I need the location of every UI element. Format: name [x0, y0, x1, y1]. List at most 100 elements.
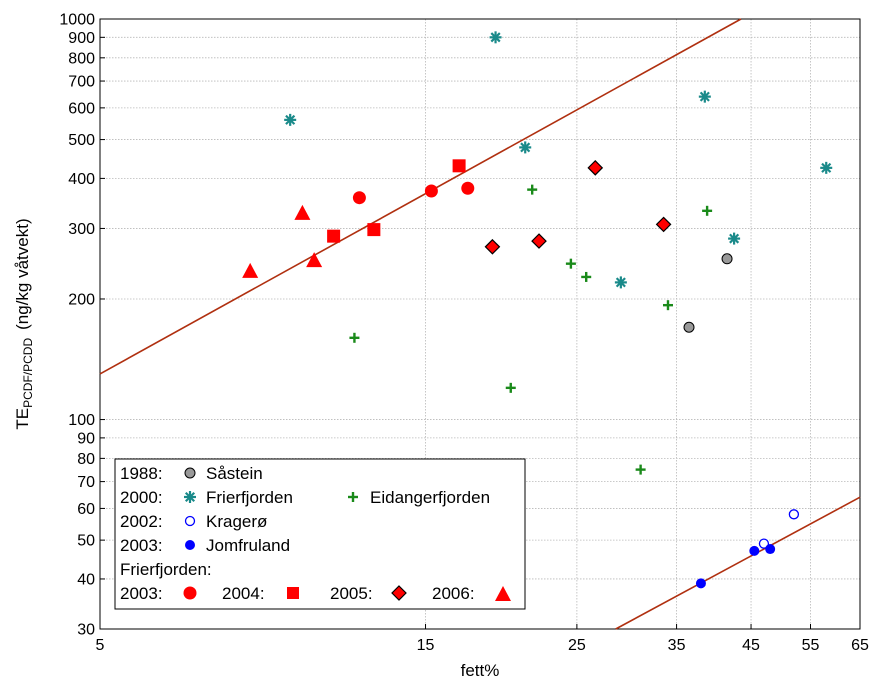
legend-label-eidangerfjorden: Eidangerfjorden — [370, 488, 490, 507]
data-point-frierfjorden2000 — [728, 232, 741, 245]
y-tick-label: 70 — [77, 474, 95, 491]
legend-marker-frierfjorden — [184, 491, 196, 503]
legend-year-2006: 2006: — [432, 584, 475, 603]
y-tick-label: 900 — [68, 30, 95, 47]
x-tick-label: 65 — [851, 637, 869, 654]
legend-year-1988: 1988: — [120, 464, 163, 483]
x-tick-label: 45 — [742, 637, 760, 654]
data-point-eidangerfjorden — [505, 382, 516, 393]
y-tick-label: 700 — [68, 74, 95, 91]
y-tick-label: 100 — [68, 412, 95, 429]
legend-marker-2006 — [495, 586, 511, 601]
data-point-f2004 — [367, 223, 381, 237]
trend-lines — [99, 18, 861, 630]
legend-label-frierfjorden: Frierfjorden — [206, 488, 293, 507]
data-point-frierfjorden2000 — [614, 276, 627, 289]
data-point-saastein — [721, 253, 733, 265]
legend-year-2004: 2004: — [222, 584, 265, 603]
y-tick-label: 600 — [68, 100, 95, 117]
y-tick-label: 1000 — [59, 12, 95, 29]
data-point-frierfjorden2000 — [284, 113, 297, 126]
y-tick-label: 40 — [77, 571, 95, 588]
legend-year-2003: 2003: — [120, 536, 163, 555]
data-point-frierfjorden2000 — [698, 90, 711, 103]
legend-marker-2005 — [391, 585, 407, 601]
data-point-f2006 — [242, 262, 259, 278]
data-point-f2006 — [294, 204, 311, 220]
legend-label-jomfruland: Jomfruland — [206, 536, 290, 555]
y-axis-label-unit: (ng/kg våtvekt) — [13, 218, 32, 330]
y-tick-label: 30 — [77, 622, 95, 639]
legend-marker-2004 — [287, 587, 299, 599]
legend-plus — [348, 492, 358, 502]
data-point-eidangerfjorden — [581, 271, 592, 282]
y-tick-label: 800 — [68, 50, 95, 67]
legend-year-2000: 2000: — [120, 488, 163, 507]
data-point-kragero — [758, 538, 770, 549]
legend: 1988: Såstein 2000: Frierfjorden Eidange… — [114, 458, 526, 610]
data-point-frierfjorden2000 — [489, 31, 502, 44]
x-tick-label: 55 — [802, 637, 820, 654]
data-point-f2004 — [327, 229, 341, 243]
data-point-kragero — [788, 509, 800, 520]
data-point-frierfjorden2000 — [519, 141, 532, 154]
data-point-eidangerfjorden — [527, 184, 538, 195]
legend-marker-kragero — [184, 515, 196, 527]
y-tick-label: 500 — [68, 132, 95, 149]
data-point-f2003 — [424, 184, 438, 198]
svg-text:TEPCDF/PCDD(ng/kg våtvekt): TEPCDF/PCDD (ng/kg våtvekt) — [13, 218, 35, 429]
y-tick-label: 300 — [68, 221, 95, 238]
data-point-eidangerfjorden — [565, 258, 576, 269]
y-tick-label: 90 — [77, 430, 95, 447]
y-tick-label: 80 — [77, 451, 95, 468]
legend-year-2002: 2002: — [120, 512, 163, 531]
data-point-jomfruland — [749, 545, 760, 556]
data-point-eidangerfjorden — [349, 332, 360, 343]
y-tick-label: 60 — [77, 501, 95, 518]
legend-asterisk — [184, 491, 196, 503]
y-tick-label: 400 — [68, 171, 95, 188]
x-tick-labels: 5 15 25 35 45 55 65 — [96, 624, 869, 654]
data-point-eidangerfjorden — [635, 464, 646, 475]
data-point-eidangerfjorden — [702, 205, 713, 216]
data-point-frierfjorden2000 — [820, 161, 833, 174]
data-point-jomfruland — [695, 578, 706, 589]
data-point-f2003 — [461, 181, 475, 195]
y-tick-label: 200 — [68, 291, 95, 308]
data-points — [242, 31, 833, 589]
data-point-f2005 — [484, 238, 501, 255]
legend-year-2005: 2005: — [330, 584, 373, 603]
x-tick-label: 15 — [417, 637, 435, 654]
x-tick-label: 5 — [96, 637, 105, 654]
x-tick-label: 25 — [568, 637, 586, 654]
data-point-f2004 — [452, 159, 466, 173]
data-point-f2006 — [306, 252, 323, 268]
x-tick-label: 35 — [668, 637, 686, 654]
data-point-saastein — [683, 321, 695, 333]
data-point-f2003 — [352, 191, 366, 205]
y-axis-label: TEPCDF/PCDD (ng/kg våtvekt) — [13, 218, 35, 429]
legend-marker-2003 — [183, 586, 197, 600]
data-point-jomfruland — [765, 544, 776, 555]
legend-label-saastein: Såstein — [206, 464, 263, 483]
plot-frame — [99, 18, 861, 630]
trend-line — [99, 18, 742, 375]
data-point-eidangerfjorden — [662, 300, 673, 311]
data-point-f2005 — [655, 216, 672, 233]
trend-line — [615, 496, 861, 630]
data-point-f2005 — [531, 233, 547, 249]
legend-label-kragero: Kragerø — [206, 512, 267, 531]
legend-marker-saastein — [184, 467, 196, 479]
y-axis-label-sub: PCDF/PCDD — [21, 338, 35, 408]
y-axis-label-main: TE — [13, 408, 32, 430]
x-axis-label: fett% — [461, 661, 500, 680]
legend-marker-eidangerfjorden — [348, 492, 358, 502]
legend-heading-frierfjorden: Frierfjorden: — [120, 560, 212, 579]
legend-box — [114, 458, 526, 610]
legend-year-2003-frier: 2003: — [120, 584, 163, 603]
y-tick-label: 50 — [77, 533, 95, 550]
data-point-f2005 — [587, 160, 604, 176]
legend-marker-jomfruland — [185, 540, 195, 550]
